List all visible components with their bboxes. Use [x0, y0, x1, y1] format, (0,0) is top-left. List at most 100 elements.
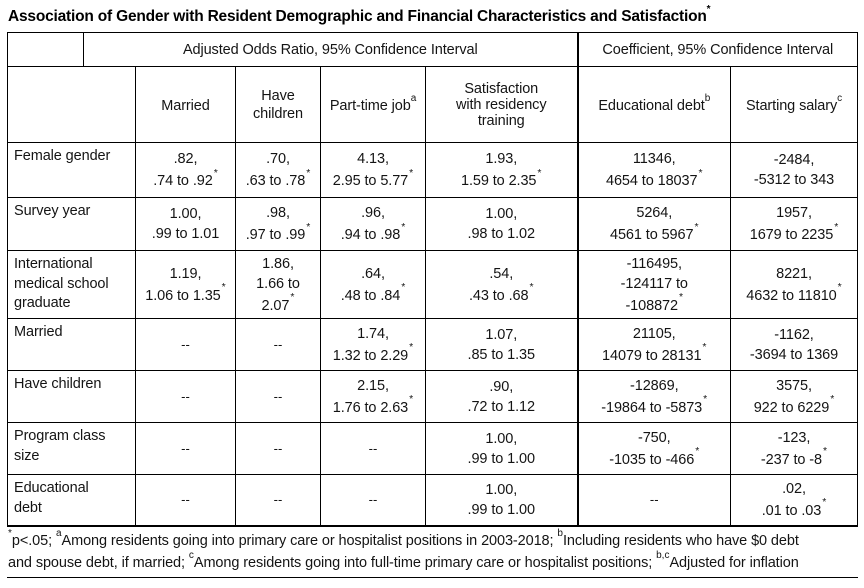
section-header-odds-ratio: Adjusted Odds Ratio, 95% Confidence Inte… [82, 32, 579, 68]
estimate-value: .96, [361, 205, 385, 222]
significance-asterisk: * [694, 220, 699, 233]
confidence-interval: -1035 to -466* [609, 445, 700, 468]
significance-asterisk: * [306, 166, 311, 179]
value-cell: .96, .94 to .98* [320, 197, 426, 252]
estimate-value: .98, [266, 205, 290, 222]
column-header-part-time-job: Part-time joba [320, 66, 426, 144]
footnote-marker: b,c [656, 549, 670, 561]
row-label: Have children [7, 370, 136, 424]
value-cell: 1957, 1679 to 2235* [730, 197, 859, 252]
table-row: Married -- -- 1.74, 1.32 to 2.29* 1.07, .85 to… [7, 318, 859, 372]
value-cell: 1.86, 1.66 to 2.07* [235, 250, 321, 320]
estimate-value: -12869, [630, 377, 679, 394]
table-row: Survey year 1.00, .99 to 1.01 .98, .97 to .9… [7, 197, 859, 252]
significance-asterisk: * [409, 166, 414, 179]
estimate-value: -123, [777, 429, 811, 446]
confidence-interval: 4654 to 18037* [606, 166, 703, 190]
empty-cell: -- [135, 370, 236, 424]
footnote-marker: b [557, 527, 563, 539]
confidence-interval: .99 to 1.00 [467, 450, 536, 467]
empty-cell: -- [320, 422, 426, 476]
confidence-interval: .98 to 1.02 [467, 226, 536, 243]
confidence-interval: 1.06 to 1.35* [145, 281, 226, 304]
value-cell: .70, .63 to .78* [235, 142, 321, 199]
corner-cell [7, 32, 84, 68]
estimate-value: 11346, [632, 151, 676, 168]
column-header-married: Married [135, 66, 236, 144]
value-cell: 1.00, .99 to 1.00 [424, 422, 579, 476]
estimate-value: 1.07, [485, 326, 518, 343]
estimate-value: 21105, [632, 325, 676, 342]
confidence-interval: 4561 to 5967* [609, 220, 699, 244]
confidence-interval: 1.59 to 2.35* [461, 166, 542, 190]
empty-cell: -- [235, 318, 321, 372]
row-label: Educational debt [7, 474, 136, 527]
row-label-header-cell [7, 66, 136, 144]
value-cell: -750, -1035 to -466* [576, 422, 732, 476]
confidence-interval: .99 to 1.01 [151, 226, 220, 243]
estimate-value: .90, [489, 378, 514, 395]
value-cell: 1.00, .98 to 1.02 [424, 197, 579, 252]
column-header-label: Married [161, 97, 210, 114]
significance-asterisk: * [221, 281, 226, 294]
confidence-interval: .72 to 1.12 [467, 398, 536, 415]
estimate-value: 2.15, [357, 377, 389, 394]
column-header-label: Satisfaction with residency training [456, 80, 547, 129]
section-header-coefficient: Coefficient, 95% Confidence Interval [576, 32, 859, 68]
confidence-interval: .48 to .84* [340, 281, 406, 304]
table-row: Female gender .82, .74 to .92* .70, .63 to .… [7, 142, 859, 199]
confidence-interval: 14079 to 28131* [602, 341, 707, 364]
value-cell: .02, .01 to .03* [730, 474, 859, 527]
estimate-value: 8221, [776, 265, 812, 282]
confidence-interval: .97 to .99* [245, 220, 311, 244]
column-header-superscript: a [410, 92, 417, 104]
row-label: Survey year [7, 197, 136, 252]
estimate-value: .54, [489, 265, 514, 282]
table-title-text: Association of Gender with Resident Demo… [8, 8, 707, 26]
significance-asterisk: * [822, 496, 827, 509]
significance-asterisk: * [695, 445, 700, 458]
column-header-row: Married Have children Part-time joba Sat… [7, 66, 859, 144]
column-header-superscript: c [837, 92, 843, 104]
confidence-interval: 1.66 to 2.07* [256, 275, 300, 314]
significance-asterisk: * [401, 281, 406, 294]
title-significance-marker: * [706, 4, 711, 15]
estimate-value: -2484, [773, 152, 815, 169]
significance-asterisk: * [823, 445, 828, 458]
significance-asterisk: * [837, 281, 842, 294]
value-cell: -2484, -5312 to 343 [730, 142, 859, 199]
row-label: Married [7, 318, 136, 372]
value-cell: 5264, 4561 to 5967* [576, 197, 732, 252]
significance-asterisk: * [401, 220, 406, 233]
estimate-value: 1.86, [262, 255, 294, 272]
significance-asterisk: * [537, 166, 542, 179]
value-cell: 1.00, .99 to 1.00 [424, 474, 579, 527]
significance-asterisk: * [702, 341, 707, 354]
estimate-value: 1.74, [357, 325, 389, 342]
section-header-row: Adjusted Odds Ratio, 95% Confidence Inte… [7, 32, 859, 68]
estimate-value: -750, [637, 429, 671, 446]
significance-asterisk: * [409, 341, 414, 354]
confidence-interval: 1.32 to 2.29* [332, 341, 414, 364]
estimate-value: .02, [782, 480, 806, 497]
estimate-value: 1957, [776, 205, 812, 222]
estimate-value: 4.13, [357, 151, 389, 168]
estimate-value: 5264, [636, 205, 673, 222]
confidence-interval: -5312 to 343 [753, 172, 835, 189]
significance-asterisk: * [703, 393, 708, 406]
column-header-have-children: Have children [235, 66, 321, 144]
significance-asterisk: * [290, 291, 295, 304]
footnote: *p<.05; aAmong residents going into prim… [8, 527, 799, 571]
empty-cell: -- [235, 474, 321, 527]
confidence-interval: 4632 to 11810* [746, 281, 842, 304]
value-cell: .64, .48 to .84* [320, 250, 426, 320]
footnote-marker: * [8, 527, 12, 539]
confidence-interval: -237 to -8* [760, 445, 828, 468]
footnote-marker: c [188, 549, 194, 561]
confidence-interval: -124117 to -108872* [620, 275, 688, 314]
confidence-interval: 922 to 6229* [753, 393, 835, 416]
estimate-value: 1.93, [485, 151, 518, 168]
confidence-interval: 1.76 to 2.63* [332, 393, 414, 416]
value-cell: .90, .72 to 1.12 [424, 370, 579, 424]
empty-cell: -- [235, 370, 321, 424]
